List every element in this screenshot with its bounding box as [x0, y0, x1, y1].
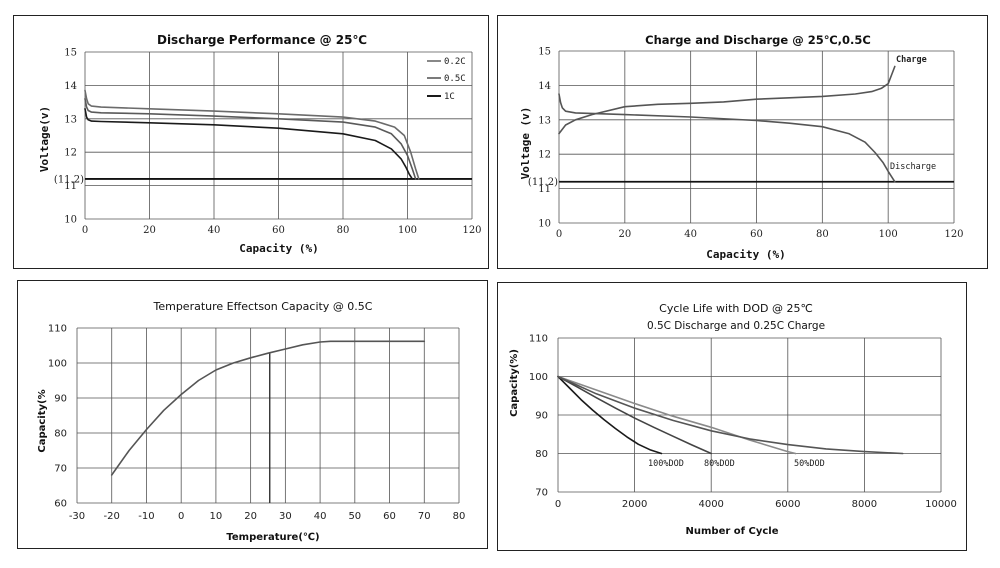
x-axis-label: Capacity (%) — [239, 242, 318, 255]
x-tick-label: 40 — [208, 225, 221, 236]
chart-cycle-life: 0 2000 4000 6000 8000 10000 70 80 90 100 110 Cycle… — [509, 302, 957, 537]
chart-title: Cycle Life with DOD @ 25℃ — [659, 302, 813, 315]
y-tick-label: 60 — [54, 499, 67, 510]
series-line-charge — [558, 65, 896, 135]
annotation-charge: Charge — [896, 55, 927, 65]
x-tick-label: 40 — [314, 511, 327, 522]
x-tick-label: 2000 — [622, 499, 647, 510]
y-tick-label: 13 — [64, 114, 77, 125]
x-tick-label: 100 — [879, 229, 898, 240]
x-axis-label: Number of Cycle — [686, 526, 779, 537]
series-line-discharge — [558, 93, 896, 183]
y-tick-label: 15 — [538, 47, 551, 58]
y-tick-label: 90 — [535, 411, 548, 422]
x-tick-label: 0 — [555, 499, 561, 510]
y-tick-label: 80 — [535, 449, 548, 460]
y-tick-label: 13 — [538, 115, 551, 126]
x-tick-label: -10 — [138, 511, 154, 522]
chart-title: Charge and Discharge @ 25℃,0.5C — [645, 33, 871, 47]
x-axis-label: Temperature(℃) — [226, 532, 319, 543]
y-tick-label: 14 — [538, 81, 551, 92]
x-tick-label: 80 — [453, 511, 466, 522]
chart-subtitle: 0.5C Discharge and 0.25C Charge — [647, 320, 825, 332]
y-tick-label-extra: (11.2) — [528, 177, 558, 188]
y-tick-label: 80 — [54, 429, 67, 440]
series-line-series-2 — [557, 375, 797, 455]
x-tick-label: 80 — [816, 229, 829, 240]
series-line-80-dod — [557, 375, 712, 455]
x-tick-label: 10000 — [925, 499, 957, 510]
y-tick-label: 11 — [538, 184, 551, 195]
y-tick-label: 100 — [48, 359, 67, 370]
annotation-80-dod: 80%DOD — [704, 459, 735, 469]
x-tick-label: 60 — [750, 229, 763, 240]
x-tick-label: 30 — [279, 511, 292, 522]
annotation-discharge: Discharge — [890, 162, 936, 172]
series-line-0-5c — [84, 98, 417, 180]
series-line-series-0 — [110, 340, 426, 476]
y-tick-label: 14 — [64, 81, 77, 92]
series-line-1c — [84, 108, 414, 180]
x-tick-label: 70 — [418, 511, 431, 522]
x-tick-label: 8000 — [852, 499, 877, 510]
x-tick-label: 4000 — [698, 499, 723, 510]
chart-charge-discharge: 0 20 40 60 80 100 120 10 11 12 13 14 15 (11.2) Charge… — [519, 33, 964, 261]
y-tick-label: 15 — [64, 48, 77, 59]
x-tick-label: -30 — [69, 511, 85, 522]
series-line-0-2c — [84, 89, 420, 180]
legend-label-0-2c: 0.2C — [444, 57, 466, 67]
x-tick-label: -20 — [104, 511, 120, 522]
x-tick-label: 20 — [244, 511, 257, 522]
annotation-100-dod: 100%DOD — [648, 459, 684, 469]
chart-panel-temperature-effects: -30 -20 -10 0 10 20 30 40 50 60 70 80 60 70 80 90 100 110… — [17, 280, 488, 549]
y-tick-label: 11 — [64, 181, 77, 192]
x-tick-label: 0 — [178, 511, 184, 522]
x-tick-label: 6000 — [775, 499, 800, 510]
chart-temperature-effects: -30 -20 -10 0 10 20 30 40 50 60 70 80 60 70 80 90 100 110… — [37, 300, 466, 543]
x-tick-label: 60 — [272, 225, 285, 236]
y-axis-label: Voltage(v) — [38, 106, 51, 172]
y-axis-label: Voltage (v) — [519, 107, 532, 180]
series-line-100-dod — [557, 375, 663, 455]
chart-panel-discharge-performance: 0 20 40 60 80 100 120 10 11 12 13 14 15 (11.2) Discha… — [13, 15, 489, 269]
y-tick-label: 110 — [48, 324, 67, 335]
y-axis-label: Capacity(%) — [509, 349, 520, 417]
x-tick-label: 0 — [556, 229, 562, 240]
y-tick-label: 100 — [529, 372, 548, 383]
x-tick-label: 0 — [82, 225, 88, 236]
y-axis-label: Capacity(% — [37, 389, 48, 452]
y-tick-label: 12 — [538, 150, 551, 161]
x-tick-label: 100 — [398, 225, 417, 236]
chart-discharge-performance: 0 20 40 60 80 100 120 10 11 12 13 14 15 (11.2) Discha… — [38, 33, 482, 255]
x-tick-label: 20 — [143, 225, 156, 236]
legend-label-0-5c: 0.5C — [444, 74, 466, 84]
x-tick-label: 10 — [210, 511, 223, 522]
x-tick-label: 80 — [337, 225, 350, 236]
chart-title: Discharge Performance @ 25℃ — [157, 33, 367, 47]
x-tick-label: 50 — [348, 511, 361, 522]
y-tick-label: 70 — [54, 464, 67, 475]
legend-label-1c: 1C — [444, 92, 455, 102]
y-tick-label: 90 — [54, 394, 67, 405]
x-tick-label: 120 — [944, 229, 963, 240]
y-tick-label: 10 — [64, 215, 77, 226]
y-tick-label: 12 — [64, 148, 77, 159]
chart-title: Temperature Effectson Capacity @ 0.5C — [152, 300, 372, 313]
y-tick-label: 10 — [538, 219, 551, 230]
y-tick-label: 70 — [535, 488, 548, 499]
x-tick-label: 120 — [462, 225, 481, 236]
chart-panel-charge-discharge: 0 20 40 60 80 100 120 10 11 12 13 14 15 (11.2) Charge… — [497, 15, 988, 269]
annotation-50-dod: 50%DOD — [794, 459, 825, 469]
series-line-50-dod — [557, 375, 904, 455]
x-tick-label: 20 — [618, 229, 631, 240]
y-tick-label: 110 — [529, 334, 548, 345]
chart-panel-cycle-life: 0 2000 4000 6000 8000 10000 70 80 90 100 110 Cycle… — [497, 282, 967, 551]
x-tick-label: 40 — [684, 229, 697, 240]
legend: 0.2C 0.5C 1C — [427, 57, 466, 102]
x-tick-label: 60 — [383, 511, 396, 522]
x-axis-label: Capacity (%) — [706, 248, 785, 261]
y-tick-label-extra: (11.2) — [54, 174, 84, 185]
